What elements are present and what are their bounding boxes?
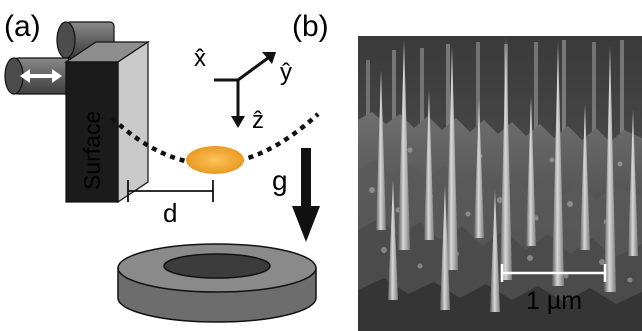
- coordinate-axes: x̂ ŷ ẑ: [194, 45, 292, 134]
- distance-marker: d: [127, 180, 214, 228]
- lower-actuator-cylinder: [4, 57, 71, 95]
- ring-magnet: [117, 243, 317, 323]
- double-arrow-icon: [20, 69, 62, 83]
- scale-bar-label: 1 µm: [526, 287, 582, 315]
- gravity-label: g: [272, 165, 288, 196]
- axis-z-label: ẑ: [252, 107, 264, 134]
- surface-label: Surface: [79, 111, 105, 190]
- panel-a: (a) Surface: [4, 10, 320, 323]
- scale-bar: 1 µm: [500, 264, 607, 315]
- panel-a-label: (a): [4, 10, 41, 43]
- axis-x-label: x̂: [194, 45, 206, 72]
- surface-plate: Surface: [64, 40, 150, 204]
- panel-b: (b): [292, 10, 642, 331]
- sem-image: [358, 36, 642, 331]
- upper-actuator-cylinder: [56, 21, 115, 59]
- gravity-arrow: g: [272, 148, 320, 242]
- axis-y-label: ŷ: [280, 59, 292, 86]
- droplet: [186, 146, 244, 174]
- distance-label: d: [163, 198, 177, 228]
- panel-b-label: (b): [292, 10, 329, 43]
- actuator: [4, 21, 115, 95]
